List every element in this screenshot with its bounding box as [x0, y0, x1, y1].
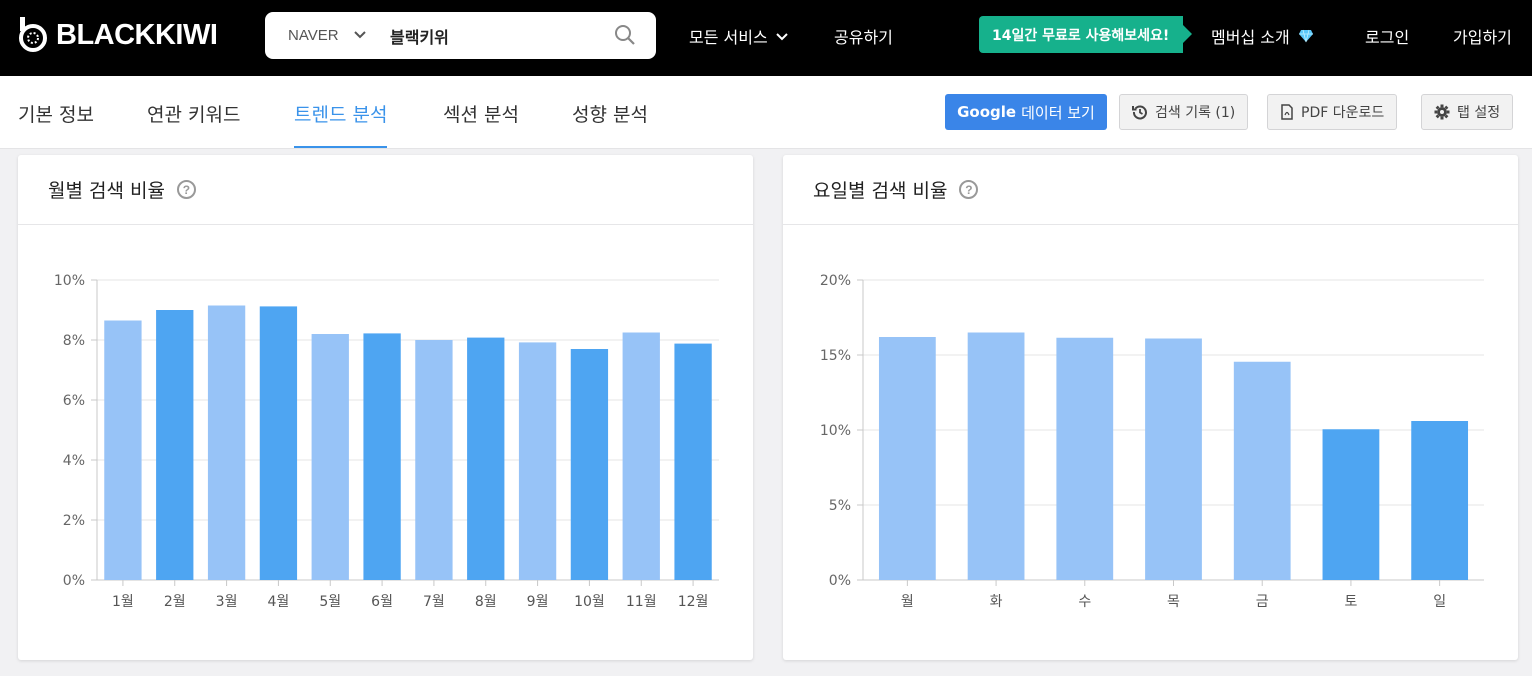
diamond-icon — [1298, 29, 1313, 43]
bar[interactable] — [1322, 429, 1380, 580]
logo[interactable]: BLACKKIWI — [18, 16, 218, 54]
tab-section-analysis[interactable]: 섹션 분석 — [443, 104, 519, 126]
x-tick-label: 토 — [1344, 594, 1357, 610]
bar[interactable] — [878, 337, 936, 580]
search-history-label: 검색 기록 (1) — [1155, 105, 1236, 121]
x-tick-label: 11월 — [626, 594, 657, 610]
x-tick-label: 5월 — [319, 594, 341, 610]
all-services-label: 모든 서비스 — [689, 28, 768, 47]
bar[interactable] — [674, 343, 712, 580]
weekday-bar-chart: 0% 5% 10% 15% 20% 월 화 수 목 금 토 일 — [820, 273, 1484, 610]
bar[interactable] — [622, 332, 660, 581]
bar[interactable] — [1145, 338, 1202, 581]
search-icon[interactable] — [614, 24, 636, 46]
y-tick-label: 20% — [820, 273, 851, 289]
membership-label: 멤버십 소개 — [1211, 28, 1290, 47]
all-services-menu[interactable]: 모든 서비스 — [689, 24, 789, 48]
kiwi-logo-icon — [19, 17, 47, 52]
x-tick-label: 목 — [1167, 594, 1180, 610]
card-header: 요일별 검색 비율 ? — [783, 155, 1518, 225]
promo-banner[interactable]: 14일간 무료로 사용해보세요! — [979, 16, 1193, 53]
help-icon[interactable]: ? — [959, 180, 979, 199]
tab-trend-analysis[interactable]: 트렌드 분석 — [294, 100, 388, 148]
bar[interactable] — [518, 342, 557, 580]
card-header: 월별 검색 비율 ? — [18, 155, 753, 225]
bar[interactable] — [156, 310, 194, 580]
bar[interactable] — [104, 320, 142, 581]
card-title: 월별 검색 비율 — [48, 180, 165, 202]
google-data-button[interactable]: Google 데이터 보기 — [945, 94, 1107, 130]
bar[interactable] — [1411, 421, 1469, 580]
tab-settings-button[interactable]: 탭 설정 — [1421, 94, 1514, 130]
bar[interactable] — [467, 337, 505, 580]
pdf-download-button[interactable]: PDF 다운로드 — [1267, 94, 1398, 130]
membership-link[interactable]: 멤버십 소개 — [1211, 24, 1314, 48]
search-input[interactable]: 블랙키위 — [390, 27, 449, 47]
search-box[interactable]: NAVER 블랙키위 — [265, 12, 656, 59]
tab-related-keywords[interactable]: 연관 키워드 — [147, 104, 241, 126]
y-tick-label: 0% — [63, 573, 85, 589]
y-tick-label: 2% — [63, 513, 85, 529]
chevron-down-icon[interactable] — [353, 28, 367, 42]
x-tick-label: 9월 — [527, 594, 549, 610]
x-tick-label: 1월 — [112, 594, 134, 610]
x-tick-label: 월 — [901, 594, 914, 610]
search-history-button[interactable]: 검색 기록 (1) — [1119, 94, 1249, 130]
y-tick-label: 5% — [829, 498, 851, 514]
y-tick-label: 10% — [54, 273, 85, 289]
gear-icon — [1434, 104, 1450, 120]
login-link[interactable]: 로그인 — [1365, 28, 1410, 47]
logo-text: BLACKKIWI — [56, 18, 218, 51]
x-tick-label: 7월 — [423, 594, 445, 610]
bar[interactable] — [1056, 337, 1114, 580]
x-tick-label: 4월 — [268, 594, 290, 610]
y-tick-label: 6% — [63, 393, 85, 409]
tab-tendency-analysis[interactable]: 성향 분석 — [572, 104, 648, 126]
y-tick-label: 15% — [820, 348, 851, 364]
help-icon[interactable]: ? — [176, 180, 196, 199]
bar[interactable] — [207, 305, 246, 581]
bar[interactable] — [967, 332, 1025, 581]
bar[interactable] — [259, 306, 298, 580]
top-bar: BLACKKIWI NAVER 블랙키위 모든 서비스 공유하기 14일간 무료… — [0, 0, 1532, 76]
monthly-bar-chart: 0% 2% 4% 6% 8% 10% 1월 2월 3월 4월 5월 6월 7월 8월 9월 10월 11월 12월 — [54, 273, 719, 610]
monthly-search-card: 월별 검색 비율 ? 0% 2% 4% 6% 8% 10% 1월 2월 3월 4월 5월 6월 7월 8월… — [18, 155, 753, 660]
tab-settings-label: 탭 설정 — [1457, 105, 1501, 121]
y-tick-label: 8% — [63, 333, 85, 349]
x-tick-label: 10월 — [574, 594, 605, 610]
x-tick-label: 6월 — [371, 594, 393, 610]
x-tick-label: 금 — [1256, 594, 1269, 610]
x-tick-label: 화 — [990, 594, 1003, 610]
x-tick-label: 수 — [1078, 594, 1091, 610]
y-tick-label: 0% — [829, 573, 851, 589]
card-title: 요일별 검색 비율 — [813, 180, 948, 202]
x-tick-label: 2월 — [164, 594, 186, 610]
pdf-file-icon — [1281, 104, 1293, 120]
signup-link[interactable]: 가입하기 — [1453, 28, 1512, 47]
bar[interactable] — [363, 333, 401, 580]
google-data-label: 데이터 보기 — [1021, 103, 1095, 122]
share-link[interactable]: 공유하기 — [834, 28, 893, 47]
bar[interactable] — [570, 349, 609, 580]
y-tick-label: 10% — [820, 423, 851, 439]
pdf-download-label: PDF 다운로드 — [1301, 105, 1385, 121]
tab-bar: 기본 정보 연관 키워드 트렌드 분석 섹션 분석 성향 분석 Google 데… — [0, 76, 1532, 149]
y-tick-label: 4% — [63, 453, 85, 469]
weekday-search-card: 요일별 검색 비율 ? 0% 5% 10% 15% 20% 월 화 수 목 금 토 일 — [783, 155, 1518, 660]
search-engine-select[interactable]: NAVER — [288, 27, 339, 44]
x-tick-label: 8월 — [475, 594, 497, 610]
google-brand-label: Google — [957, 103, 1017, 121]
history-icon — [1132, 105, 1147, 120]
bar[interactable] — [1233, 361, 1291, 580]
x-tick-label: 일 — [1433, 594, 1446, 610]
x-tick-label: 12월 — [678, 594, 709, 610]
x-tick-label: 3월 — [216, 594, 238, 610]
tab-basic-info[interactable]: 기본 정보 — [18, 104, 94, 126]
bar[interactable] — [311, 334, 349, 580]
bar[interactable] — [415, 340, 453, 580]
chevron-down-icon — [775, 33, 788, 41]
